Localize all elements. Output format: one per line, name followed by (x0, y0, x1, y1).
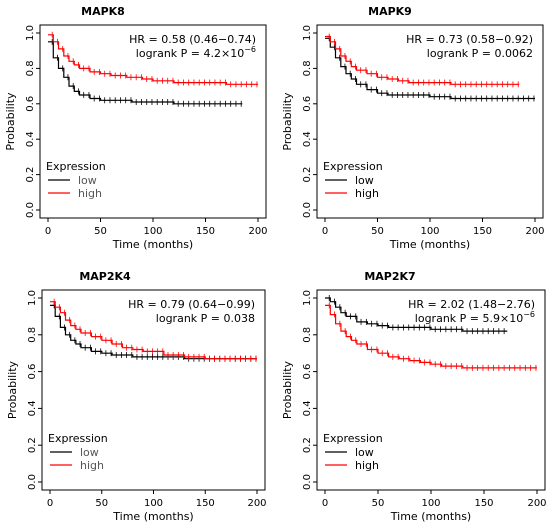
y-tick-label: 0.0 (302, 202, 313, 218)
x-tick-label: 0 (47, 498, 53, 509)
x-tick-label: 100 (143, 226, 162, 237)
y-axis-label: Probability (6, 360, 19, 419)
y-tick-label: 1.0 (302, 290, 313, 306)
logrank-text: logrank P = 4.2×10 (136, 47, 244, 60)
x-axis-label: Time (months) (389, 238, 470, 251)
x-tick-label: 200 (527, 498, 546, 509)
y-tick-label: 1.0 (27, 290, 38, 306)
y-tick-label: 0.4 (302, 400, 313, 416)
x-tick-label: 50 (372, 498, 385, 509)
y-tick-label: 0.8 (27, 327, 38, 343)
y-tick-label: 1.0 (25, 25, 36, 41)
y-axis-label: Probability (281, 360, 294, 419)
legend-title: Expression (323, 160, 383, 173)
logrank-exponent: −6 (523, 310, 535, 319)
x-tick-label: 150 (473, 226, 492, 237)
y-axis-label: Probability (281, 92, 294, 151)
legend-title: Expression (48, 432, 108, 445)
x-tick-label: 150 (196, 498, 215, 509)
y-tick-label: 0.8 (302, 60, 313, 76)
x-tick-label: 50 (95, 498, 108, 509)
y-axis-label: Probability (4, 92, 17, 151)
legend-label-low: low (355, 174, 374, 187)
hr-annotation: HR = 0.79 (0.64−0.99) (128, 298, 255, 311)
x-tick-label: 50 (94, 226, 107, 237)
legend-label-high: high (80, 459, 104, 472)
y-tick-label: 0.2 (25, 167, 36, 183)
y-tick-label: 0.4 (25, 131, 36, 147)
y-tick-label: 0.6 (27, 364, 38, 380)
x-tick-label: 100 (144, 498, 163, 509)
x-tick-label: 0 (45, 226, 51, 237)
y-tick-label: 0.0 (302, 474, 313, 490)
logrank-exponent: −6 (244, 45, 256, 54)
y-tick-label: 0.4 (302, 131, 313, 147)
x-tick-label: 100 (420, 226, 439, 237)
x-tick-label: 200 (247, 498, 266, 509)
y-tick-label: 0.6 (302, 96, 313, 112)
logrank-text: logrank P = 0.0062 (427, 47, 533, 60)
panel-title: MAPK9 (368, 5, 412, 18)
y-tick-label: 0.2 (302, 167, 313, 183)
x-tick-label: 200 (525, 226, 544, 237)
logrank-text: logrank P = 5.9×10 (415, 312, 523, 325)
x-tick-label: 200 (248, 226, 267, 237)
legend-label-low: low (80, 446, 99, 459)
logrank-annotation: logrank P = 0.038 (156, 312, 255, 325)
panel-title: MAP2K7 (364, 270, 415, 283)
legend-title: Expression (323, 432, 383, 445)
km-panel-map2k4: MAP2K4 0.0 0.2 0.4 0.6 0.8 1.0 0 50 100 150 200 Time… (6, 270, 267, 523)
x-axis-label: Time (months) (390, 510, 471, 523)
legend-label-high: high (78, 187, 102, 200)
legend-label-low: low (78, 174, 97, 187)
x-tick-label: 150 (474, 498, 493, 509)
y-tick-label: 0.2 (27, 437, 38, 453)
km-panel-mapk9: MAPK9 0.0 0.2 0.4 0.6 0.8 1.0 0 50 100 150 200 Time … (281, 5, 545, 251)
y-tick-label: 0.0 (25, 202, 36, 218)
y-tick-label: 0.8 (25, 60, 36, 76)
y-tick-label: 0.4 (27, 400, 38, 416)
x-axis-label: Time (months) (112, 238, 193, 251)
logrank-text: logrank P = 0.038 (156, 312, 255, 325)
x-tick-label: 50 (371, 226, 384, 237)
panel-title: MAP2K4 (79, 270, 131, 283)
x-tick-label: 0 (322, 226, 328, 237)
y-tick-label: 0.0 (27, 474, 38, 490)
km-panel-mapk8: MAPK8 0.0 0.2 0.4 0.6 0.8 1.0 0 50 100 150 200 Time … (4, 5, 268, 251)
logrank-annotation: logrank P = 0.0062 (427, 47, 533, 60)
hr-annotation: HR = 0.73 (0.58−0.92) (406, 33, 533, 46)
hr-annotation: HR = 0.58 (0.46−0.74) (129, 33, 256, 46)
x-tick-label: 0 (322, 498, 328, 509)
y-tick-label: 0.6 (25, 96, 36, 112)
km-panel-map2k7: MAP2K7 0.0 0.2 0.4 0.6 0.8 1.0 0 50 100 150 200 Time… (281, 270, 547, 523)
panel-title: MAPK8 (81, 5, 125, 18)
logrank-annotation: logrank P = 4.2×10−6 (136, 45, 256, 60)
y-tick-label: 1.0 (302, 25, 313, 41)
x-tick-label: 150 (196, 226, 215, 237)
logrank-annotation: logrank P = 5.9×10−6 (415, 310, 535, 325)
y-tick-label: 0.2 (302, 437, 313, 453)
y-tick-label: 0.8 (302, 327, 313, 343)
legend-label-high: high (355, 187, 379, 200)
hr-annotation: HR = 2.02 (1.48−2.76) (408, 298, 535, 311)
legend-title: Expression (46, 160, 106, 173)
x-tick-label: 100 (421, 498, 440, 509)
legend-label-low: low (355, 446, 374, 459)
y-tick-label: 0.6 (302, 364, 313, 380)
x-axis-label: Time (months) (112, 510, 193, 523)
legend-label-high: high (355, 459, 379, 472)
